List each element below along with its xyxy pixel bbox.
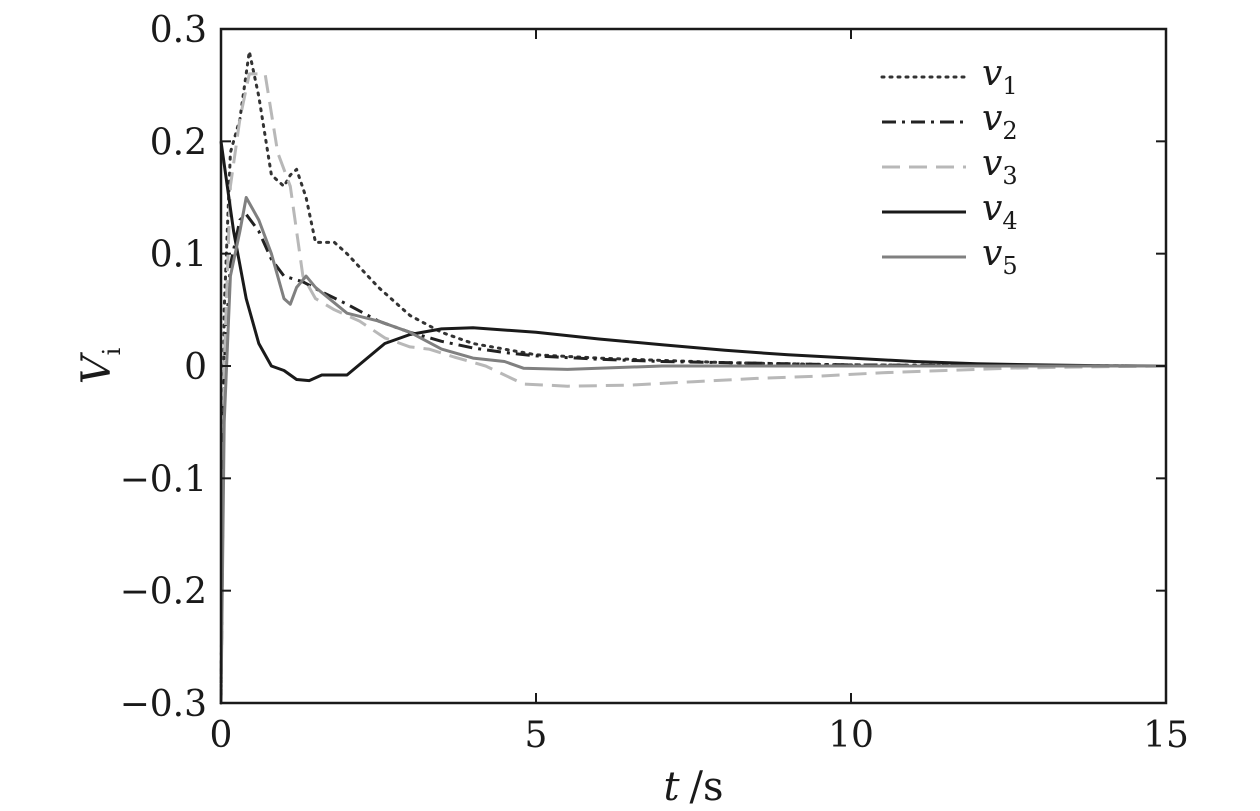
y-tick-label: −0.2	[120, 572, 207, 613]
ticks-layer: 0 5 10 15 −0.3 −0.2 −0.1 0 0.1 0.2 0.3	[120, 10, 1189, 756]
y-tick-label: 0	[184, 347, 207, 388]
y-axis-label-var: V	[74, 351, 120, 384]
x-axis-label-unit: /s	[690, 764, 724, 810]
x-axis-label: t/s	[663, 764, 723, 810]
x-tick-label: 10	[828, 715, 874, 756]
legend-label-v2: v2	[982, 98, 1018, 145]
y-tick-label: −0.3	[120, 684, 207, 725]
legend-label-v5: v5	[982, 233, 1018, 280]
series-line-v1	[219, 50, 1168, 705]
series-line-v3	[219, 72, 1167, 704]
x-axis-label-var: t	[663, 764, 680, 810]
series-line-v4	[219, 141, 1167, 383]
y-tick-label: 0.3	[150, 10, 207, 51]
x-tick-label: 5	[525, 715, 548, 756]
series-line-v5	[219, 196, 1166, 704]
y-axis-label: Vi	[74, 347, 126, 384]
x-tick-label: 15	[1143, 715, 1189, 756]
y-tick-label: −0.1	[120, 459, 207, 500]
legend-label-v1: v1	[982, 53, 1018, 100]
y-tick-label: 0.1	[150, 235, 207, 276]
x-tick-label: 0	[210, 715, 233, 756]
legend-label-v3: v3	[982, 143, 1018, 190]
series-line-v2	[219, 212, 1167, 704]
y-axis-label-sub: i	[98, 347, 126, 355]
y-tick-label: 0.2	[150, 122, 207, 163]
series-layer	[219, 50, 1168, 705]
legend-label-v4: v4	[982, 188, 1018, 235]
